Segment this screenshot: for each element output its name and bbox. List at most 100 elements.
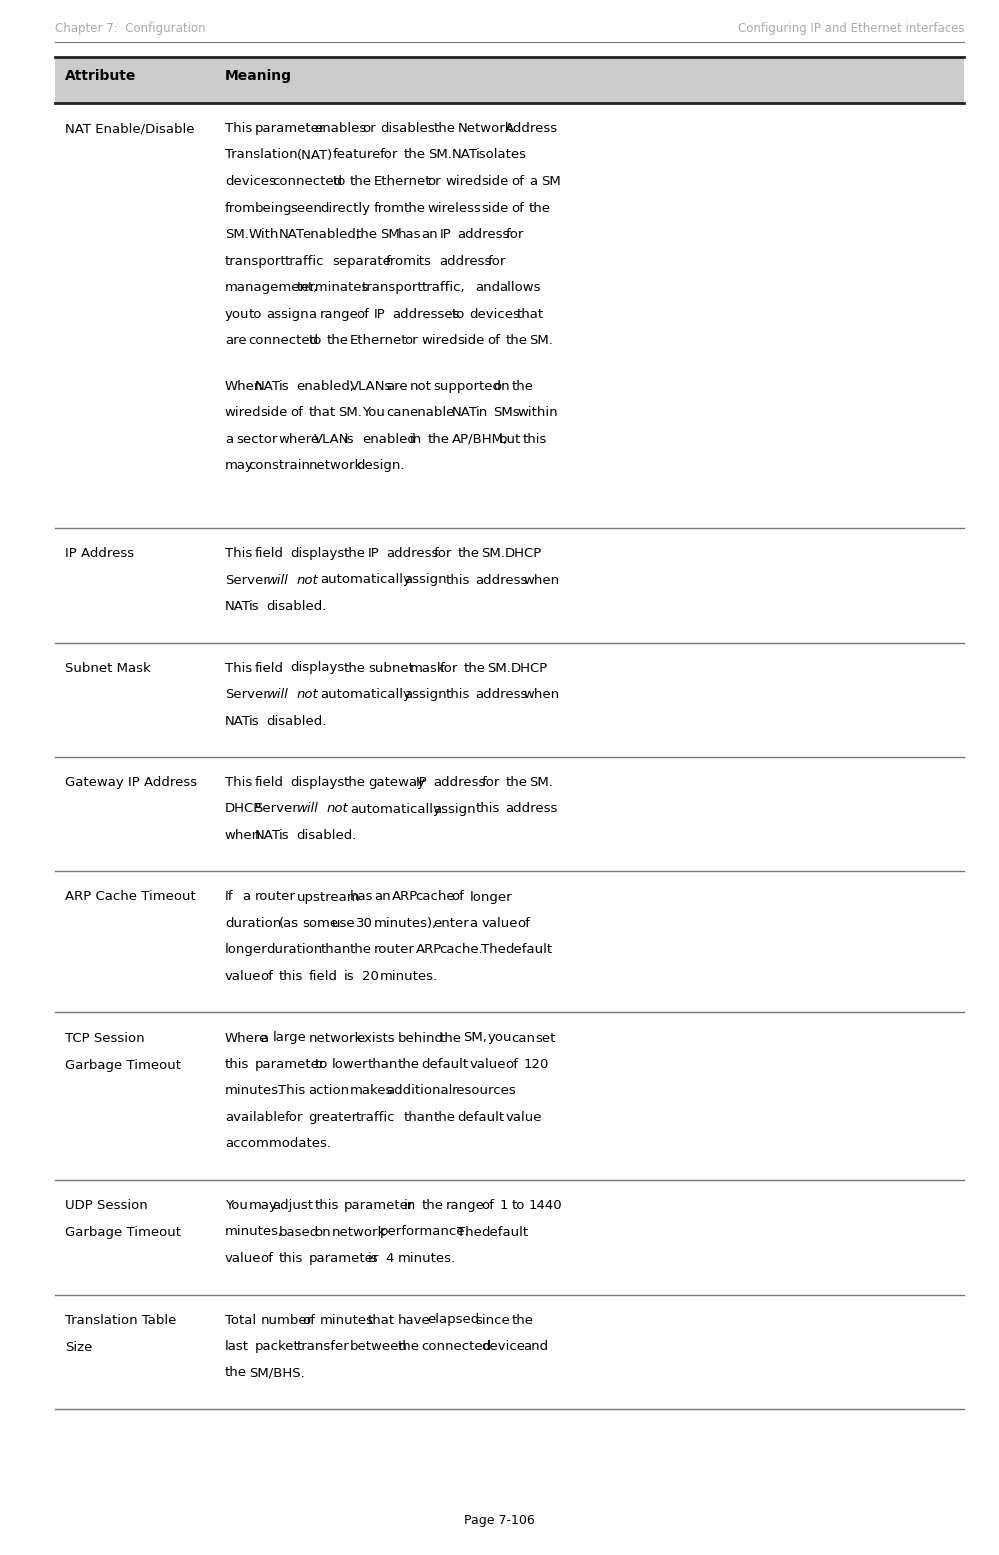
- Text: longer: longer: [225, 944, 268, 956]
- Text: connected: connected: [273, 176, 343, 188]
- Text: on: on: [494, 379, 509, 392]
- Text: being: being: [255, 202, 292, 215]
- Text: transport: transport: [225, 255, 287, 267]
- Text: the: the: [422, 1199, 444, 1211]
- Text: terminates: terminates: [297, 281, 369, 294]
- Text: a: a: [261, 1031, 269, 1045]
- Text: the: the: [327, 334, 349, 347]
- Text: address: address: [386, 547, 439, 560]
- Text: a: a: [225, 432, 233, 445]
- Text: for: for: [440, 661, 458, 675]
- Text: 20: 20: [362, 970, 379, 983]
- Text: Server: Server: [225, 687, 269, 701]
- Text: upstream: upstream: [297, 891, 360, 903]
- Text: resources: resources: [452, 1084, 516, 1098]
- Text: the: the: [344, 547, 366, 560]
- Text: The: The: [482, 944, 506, 956]
- Text: enabled,: enabled,: [303, 229, 361, 241]
- Text: AP/BHM,: AP/BHM,: [452, 432, 507, 445]
- Text: from: from: [374, 202, 405, 215]
- Text: to: to: [511, 1199, 524, 1211]
- Text: transfer: transfer: [297, 1340, 349, 1353]
- Text: You: You: [362, 406, 385, 418]
- Text: of: of: [452, 891, 465, 903]
- Text: enabled: enabled: [362, 432, 416, 445]
- Text: constrain: constrain: [249, 459, 311, 473]
- Text: the: the: [225, 1367, 247, 1379]
- Text: This: This: [225, 547, 252, 560]
- Text: traffic,: traffic,: [422, 281, 466, 294]
- Text: IP: IP: [416, 776, 428, 788]
- Text: for: for: [434, 547, 452, 560]
- Text: to: to: [333, 176, 346, 188]
- Text: the: the: [398, 1057, 420, 1071]
- Text: side: side: [482, 202, 508, 215]
- Text: 4: 4: [386, 1252, 395, 1266]
- Text: not: not: [410, 379, 432, 392]
- Text: longer: longer: [470, 891, 512, 903]
- Text: gateway: gateway: [368, 776, 425, 788]
- Text: NAT: NAT: [225, 600, 251, 613]
- Text: ARP: ARP: [416, 944, 442, 956]
- Text: of: of: [261, 1252, 274, 1266]
- Text: is: is: [279, 829, 289, 841]
- Text: large: large: [273, 1031, 307, 1045]
- Text: accommodates.: accommodates.: [225, 1138, 331, 1151]
- Text: (NAT): (NAT): [297, 148, 333, 162]
- Text: for: for: [488, 255, 505, 267]
- Text: and: and: [476, 281, 500, 294]
- Text: when: when: [225, 829, 261, 841]
- Text: when: when: [523, 687, 559, 701]
- Text: disables: disables: [380, 121, 435, 135]
- Text: this: this: [225, 1057, 249, 1071]
- Text: the: the: [404, 202, 426, 215]
- Text: based: based: [279, 1225, 319, 1238]
- Text: supported: supported: [434, 379, 501, 392]
- Text: may: may: [249, 1199, 278, 1211]
- Text: is: is: [344, 432, 355, 445]
- Text: can: can: [511, 1031, 535, 1045]
- Text: the: the: [434, 1110, 456, 1124]
- Text: address: address: [476, 574, 527, 586]
- Text: Address: Address: [505, 121, 558, 135]
- Text: last: last: [225, 1340, 249, 1353]
- Text: SM.: SM.: [529, 334, 552, 347]
- Text: router: router: [374, 944, 415, 956]
- Text: a: a: [309, 308, 317, 320]
- Text: assign: assign: [434, 802, 477, 815]
- Text: IP Address: IP Address: [65, 547, 134, 560]
- Text: value: value: [225, 1252, 262, 1266]
- Text: automatically: automatically: [321, 687, 412, 701]
- Text: traffic: traffic: [285, 255, 324, 267]
- Text: the: the: [505, 776, 527, 788]
- Text: this: this: [446, 574, 470, 586]
- Text: minutes.: minutes.: [398, 1252, 456, 1266]
- Text: wired: wired: [225, 406, 262, 418]
- Text: value: value: [470, 1057, 505, 1071]
- Text: transport: transport: [362, 281, 424, 294]
- Text: displays: displays: [291, 776, 345, 788]
- Text: assign: assign: [267, 308, 309, 320]
- Text: ARP: ARP: [392, 891, 419, 903]
- Text: connected: connected: [422, 1340, 492, 1353]
- Text: for: for: [380, 148, 399, 162]
- Text: an: an: [374, 891, 391, 903]
- Text: wireless: wireless: [428, 202, 482, 215]
- Text: IP: IP: [440, 229, 452, 241]
- Text: (as: (as: [279, 917, 299, 930]
- Text: 120: 120: [523, 1057, 548, 1071]
- Text: 1: 1: [500, 1199, 507, 1211]
- Text: is: is: [344, 970, 355, 983]
- Text: TCP Session
Garbage Timeout: TCP Session Garbage Timeout: [65, 1031, 181, 1071]
- Text: the: the: [350, 944, 372, 956]
- Text: its: its: [416, 255, 432, 267]
- Text: can: can: [386, 406, 410, 418]
- Text: DHCP: DHCP: [505, 547, 542, 560]
- Text: Network: Network: [458, 121, 512, 135]
- Text: the: the: [428, 432, 450, 445]
- Text: may: may: [225, 459, 254, 473]
- Text: automatically: automatically: [321, 574, 412, 586]
- Text: minutes,: minutes,: [225, 1225, 283, 1238]
- Text: VLANs: VLANs: [350, 379, 393, 392]
- Text: minutes: minutes: [321, 1314, 375, 1326]
